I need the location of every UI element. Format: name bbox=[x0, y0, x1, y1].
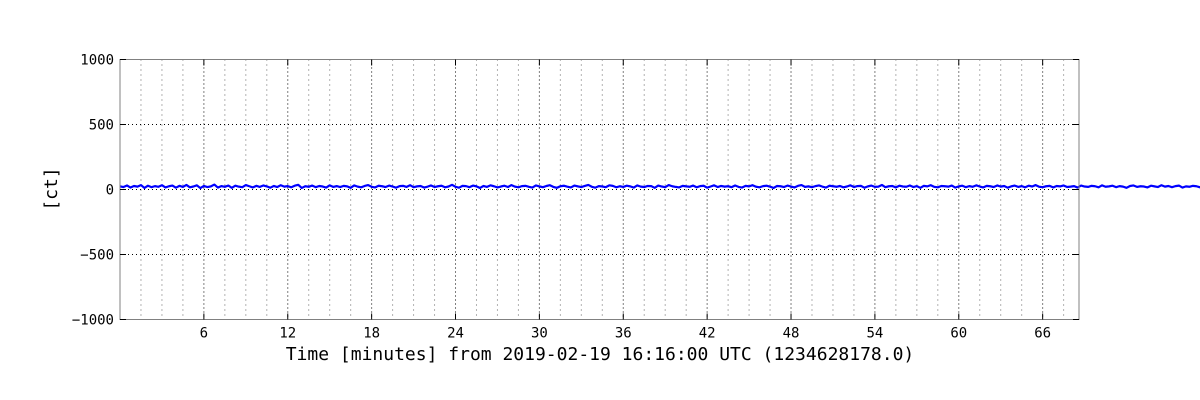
x-tick-label: 18 bbox=[363, 326, 380, 342]
x-tick-label: 24 bbox=[447, 326, 464, 342]
axis-ticks bbox=[120, 59, 1079, 320]
y-tick-label: −1000 bbox=[72, 313, 114, 329]
x-tick-label: 36 bbox=[615, 326, 632, 342]
series-layer bbox=[119, 183, 1200, 190]
x-tick-label: 54 bbox=[866, 326, 883, 342]
y-tick-labels: −1000 −500 0 500 1000 bbox=[72, 53, 114, 329]
x-tick-label: 60 bbox=[950, 326, 967, 342]
x-tick-label: 42 bbox=[699, 326, 716, 342]
y-axis-label: [ct] bbox=[41, 167, 62, 210]
y-tick-label: −500 bbox=[80, 248, 114, 264]
x-tick-label: 12 bbox=[279, 326, 296, 342]
y-tick-label: 1000 bbox=[80, 53, 114, 69]
plot-area bbox=[120, 59, 1079, 320]
x-tick-label: 66 bbox=[1034, 326, 1051, 342]
y-tick-label: 0 bbox=[106, 183, 114, 199]
x-tick-label: 6 bbox=[200, 326, 208, 342]
x-tick-labels: 6 12 18 24 30 36 42 48 54 60 66 bbox=[200, 326, 1051, 342]
x-tick-label: 48 bbox=[783, 326, 800, 342]
major-grid bbox=[120, 59, 1079, 320]
x-axis-label: Time [minutes] from 2019-02-19 16:16:00 … bbox=[286, 344, 915, 365]
series-line bbox=[119, 183, 1200, 190]
x-tick-label: 30 bbox=[531, 326, 548, 342]
y-tick-label: 500 bbox=[89, 118, 114, 134]
